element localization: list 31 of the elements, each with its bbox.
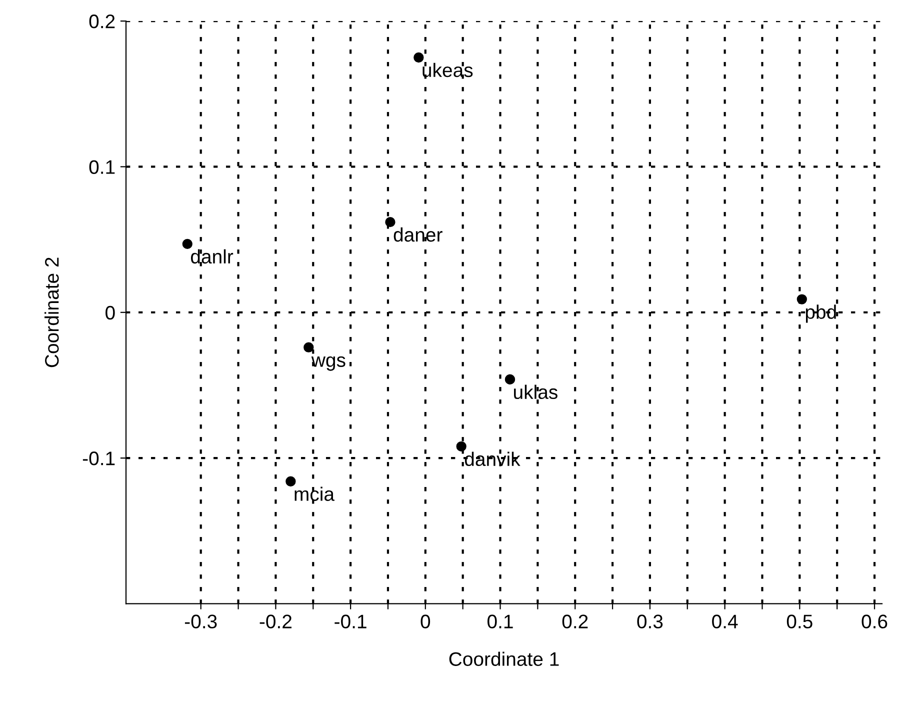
annotation: wgs bbox=[311, 356, 346, 371]
annotation: mcia bbox=[294, 486, 335, 501]
x-tick-label: -0.2 bbox=[260, 614, 292, 628]
point bbox=[456, 441, 466, 452]
point bbox=[504, 374, 516, 384]
point bbox=[286, 476, 296, 486]
x-tick-label: 0.5 bbox=[786, 614, 812, 628]
x-tick-label: 0.3 bbox=[637, 614, 663, 628]
x-tick-label: -0.3 bbox=[184, 614, 217, 628]
y-tick-label: -0.1 bbox=[82, 452, 115, 466]
x-tick-label: 0 bbox=[420, 614, 430, 628]
x-tick-label: -0.1 bbox=[334, 614, 366, 628]
x-axis-title: Coordinate 1 bbox=[449, 652, 559, 666]
annotation: uklas bbox=[514, 384, 558, 400]
annotation: danlr bbox=[190, 249, 234, 264]
annotation: ukeas bbox=[422, 62, 473, 78]
annotation: pbd bbox=[806, 304, 836, 323]
point bbox=[414, 52, 424, 63]
point bbox=[304, 342, 314, 352]
x-tick-label: 0.6 bbox=[862, 614, 888, 628]
x-tick-label: 0.1 bbox=[488, 614, 513, 628]
x-tick-label: 0.2 bbox=[562, 614, 588, 628]
point bbox=[796, 294, 807, 304]
y-tick-label: 0 bbox=[106, 306, 115, 320]
y-axis-title: Coordinate 2 bbox=[44, 258, 59, 368]
annotation: daner bbox=[394, 227, 442, 242]
point bbox=[385, 216, 396, 228]
x-tick-label: 0.4 bbox=[712, 614, 738, 628]
point bbox=[182, 238, 192, 250]
y-tick-label: 0.2 bbox=[89, 14, 115, 28]
y-tick-label: 0.1 bbox=[89, 160, 115, 174]
